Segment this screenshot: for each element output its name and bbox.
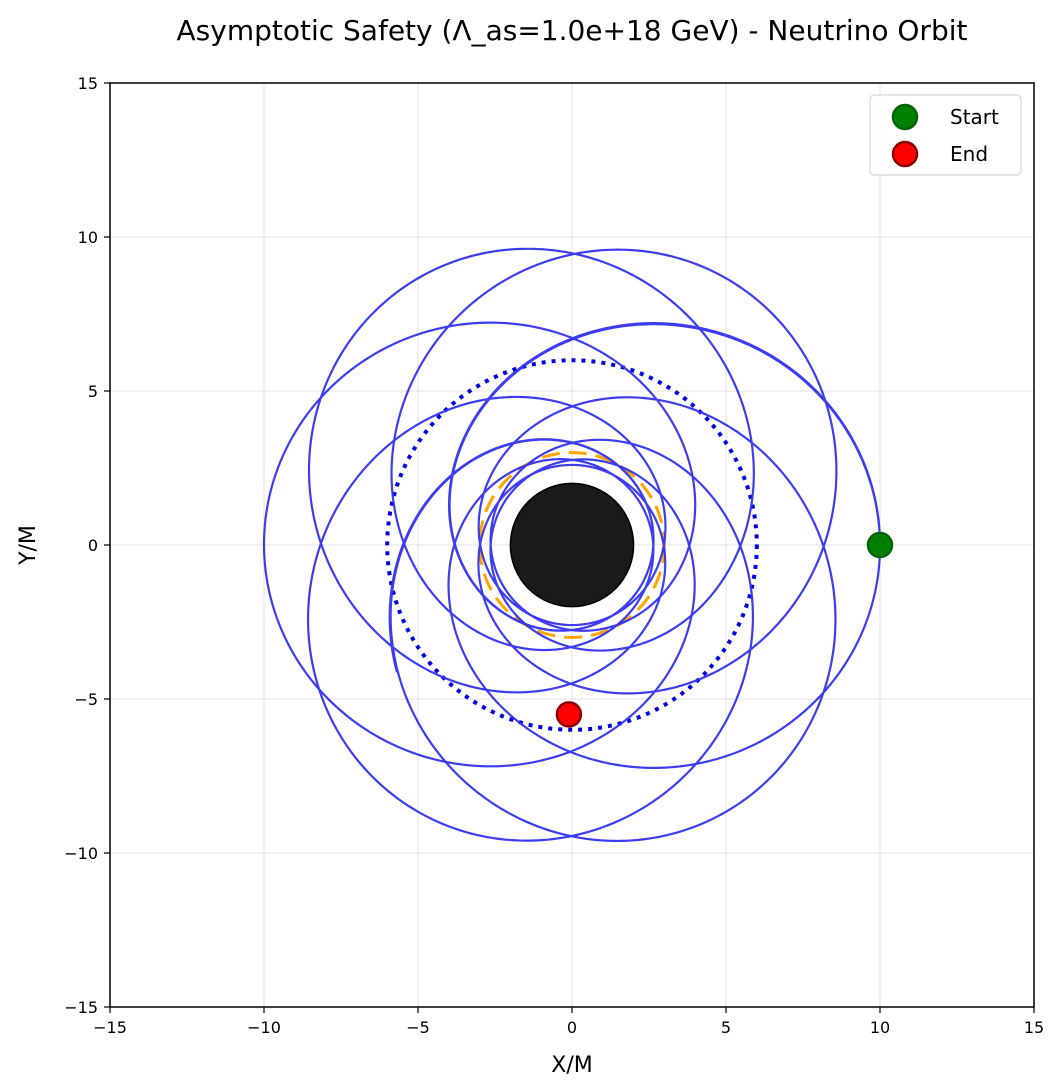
y-tick-label: 10: [78, 228, 98, 247]
y-tick-label: −15: [64, 998, 98, 1017]
x-tick-label: 10: [870, 1018, 890, 1037]
legend-start-marker: [891, 103, 919, 131]
x-tick-label: −5: [406, 1018, 430, 1037]
orbit-path: [262, 247, 882, 843]
x-tick-label: 0: [567, 1018, 577, 1037]
chart-title: Asymptotic Safety (Λ_as=1.0e+18 GeV) - N…: [177, 14, 968, 47]
x-tick-label: 15: [1024, 1018, 1044, 1037]
x-tick-label: 5: [721, 1018, 731, 1037]
legend-start-label: Start: [950, 105, 999, 129]
y-tick-label: 0: [88, 536, 98, 555]
legend-end-marker: [891, 140, 919, 168]
plot-area: [262, 247, 894, 843]
x-tick-label: −10: [247, 1018, 281, 1037]
black-hole: [509, 482, 635, 608]
y-tick-label: 5: [88, 382, 98, 401]
y-tick-label: −10: [64, 844, 98, 863]
y-tick-label: −5: [74, 690, 98, 709]
legend: Start End: [869, 94, 1022, 176]
x-axis-label: X/M: [551, 1053, 592, 1078]
ticks: −15 −10 −5 0 5 10 15 −15 −10 −5 0 5 10 15: [64, 74, 1044, 1037]
start-marker: [866, 531, 894, 559]
end-marker: [555, 701, 583, 728]
x-tick-label: −15: [93, 1018, 127, 1037]
y-axis-label: Y/M: [16, 525, 41, 566]
legend-end-label: End: [950, 142, 988, 166]
y-tick-label: 15: [78, 74, 98, 93]
blue-dotted-circle: [385, 358, 759, 732]
